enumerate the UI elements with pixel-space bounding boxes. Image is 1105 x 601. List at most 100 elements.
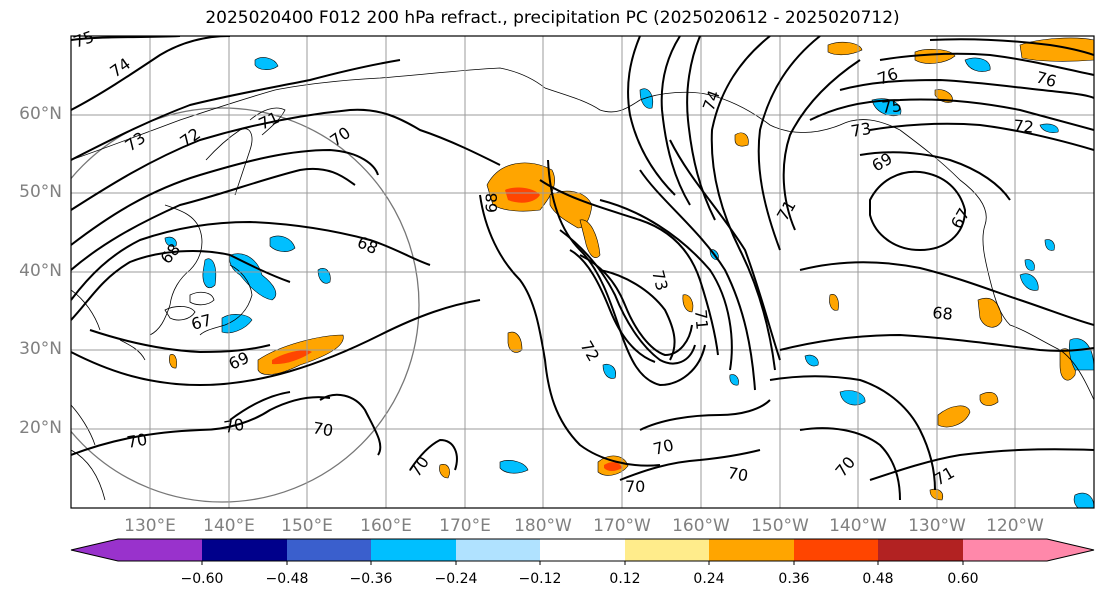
contour-label: 67 <box>947 205 974 232</box>
precip-patch <box>1068 338 1094 371</box>
precip-patch <box>505 187 540 203</box>
contour-label: 74 <box>699 88 724 114</box>
contour-label: 75 <box>881 96 903 117</box>
contour-label: 76 <box>875 64 901 89</box>
colorbar-bin <box>371 539 456 561</box>
contour-label: 75 <box>71 27 97 52</box>
precip-patch <box>507 331 523 353</box>
precip-patch <box>977 297 1003 328</box>
precip-patch <box>937 405 971 428</box>
lat-label: 60°N <box>19 104 62 124</box>
precip-patch <box>499 460 529 474</box>
colorbar-bin <box>287 539 371 561</box>
chart-title: 2025020400 F012 200 hPa refract., precip… <box>205 8 900 28</box>
contour-label: 68 <box>482 193 501 213</box>
precip-patch <box>602 363 616 379</box>
lat-label: 20°N <box>19 418 62 438</box>
lon-label: 150°W <box>751 516 809 536</box>
contour-label: 70 <box>625 477 645 496</box>
colorbar-bin <box>118 539 202 561</box>
precip-patch <box>1044 239 1055 251</box>
colorbar-extend-low <box>71 539 118 561</box>
contour-label: 70 <box>406 453 433 481</box>
lon-label: 140°W <box>829 516 887 536</box>
map-frame <box>70 35 1095 509</box>
precip-patch <box>964 57 991 72</box>
colorbar-tick-label: −0.12 <box>518 571 562 587</box>
contour-label: 71 <box>691 309 712 331</box>
colorbar-tick-label: 0.24 <box>693 571 725 587</box>
colorbar-tick-label: 0.48 <box>862 571 894 587</box>
precip-patch <box>269 235 296 252</box>
precip-patch <box>317 268 331 284</box>
precip-patch <box>839 390 866 406</box>
lat-label: 30°N <box>19 339 62 359</box>
lon-label: 180°W <box>514 516 572 536</box>
contour-label: 70 <box>311 418 334 440</box>
refractivity-contours <box>71 36 1094 501</box>
lon-label: 150°E <box>281 516 333 536</box>
contour-label: 70 <box>726 463 749 485</box>
colorbar-tick-label: 0.12 <box>609 571 641 587</box>
precip-patch <box>486 162 555 212</box>
contour-label: 70 <box>832 453 860 481</box>
lon-label: 170°W <box>593 516 651 536</box>
contour-label: 71 <box>773 197 800 224</box>
lon-label: 170°E <box>439 516 491 536</box>
precip-patch <box>272 350 312 365</box>
precip-patch <box>827 41 863 56</box>
precip-patch <box>1039 123 1059 133</box>
colorbar-bin <box>456 539 540 561</box>
contour-label: 70 <box>326 123 354 150</box>
contour-label: 70 <box>125 430 148 452</box>
lon-label: 160°W <box>672 516 730 536</box>
precip-patch <box>929 488 943 501</box>
colorbar-tick-label: 0.36 <box>778 571 810 587</box>
lat-label: 50°N <box>19 182 62 202</box>
precip-patch <box>1019 273 1039 291</box>
lat-label: 40°N <box>19 261 62 281</box>
lon-label: 160°E <box>360 516 412 536</box>
colorbar-bin <box>878 539 963 561</box>
contour-label: 68 <box>157 240 185 268</box>
precip-patch <box>829 294 839 311</box>
colorbar-bin <box>540 539 625 561</box>
precip-patch <box>439 464 450 479</box>
lon-label: 130°W <box>908 516 966 536</box>
contour-label: 72 <box>1013 116 1035 137</box>
colorbar-bin <box>794 539 878 561</box>
gridlines <box>71 36 1094 508</box>
contour-label: 74 <box>106 54 134 81</box>
colorbar-bin <box>202 539 287 561</box>
lon-label: 130°E <box>124 516 176 536</box>
colorbar-extend-high <box>1047 539 1094 561</box>
contour-label: 68 <box>932 303 954 324</box>
contour-label: 73 <box>849 119 872 141</box>
contour-label: 72 <box>577 338 604 365</box>
precip-patch <box>729 374 739 386</box>
precip-patch <box>639 88 653 109</box>
precip-patch <box>164 236 177 247</box>
colorbar-tick-label: −0.24 <box>434 571 478 587</box>
precip-patch <box>804 354 819 367</box>
colorbar <box>70 538 1095 565</box>
colorbar-tick-label: −0.48 <box>265 571 309 587</box>
colorbar-bin <box>625 539 709 561</box>
contour-label: 73 <box>648 268 672 293</box>
contour-label: 70 <box>651 435 676 459</box>
lon-label: 120°W <box>986 516 1044 536</box>
precip-patch <box>914 49 956 64</box>
precip-patch <box>682 294 694 313</box>
precip-patch <box>1019 37 1094 62</box>
colorbar-outline <box>70 538 1095 562</box>
reference-circle <box>71 107 420 503</box>
colorbar-tick-label: −0.60 <box>180 571 224 587</box>
precip-patch <box>169 354 177 369</box>
precip-patch <box>1073 492 1094 508</box>
precip-patch <box>734 132 749 147</box>
colorbar-tick-label: 0.60 <box>947 571 979 587</box>
contour-label: 67 <box>189 310 214 334</box>
precip-patch <box>604 462 622 471</box>
precip-patch <box>254 57 279 70</box>
precip-patch <box>221 314 253 334</box>
